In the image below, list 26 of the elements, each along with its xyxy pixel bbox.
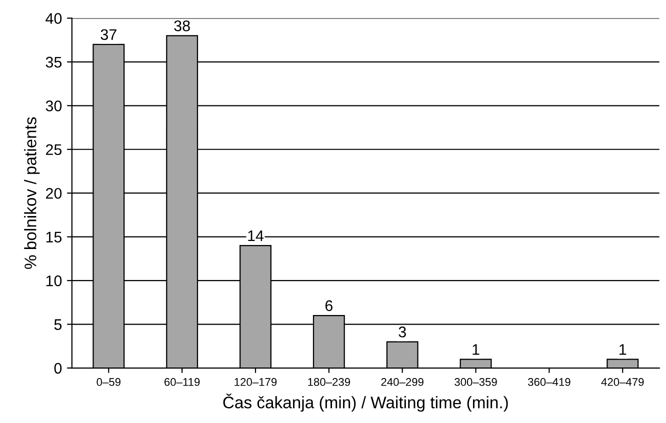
x-tick-label: 420–479 bbox=[601, 378, 644, 386]
y-tick-label: 0 bbox=[54, 362, 62, 374]
data-label: 1 bbox=[620, 344, 626, 355]
x-tick-label: 360–419 bbox=[528, 378, 570, 386]
data-label: 37 bbox=[100, 29, 116, 40]
data-label: 38 bbox=[174, 20, 190, 32]
y-tick-label: 40 bbox=[46, 13, 62, 24]
y-tick-label: 30 bbox=[46, 100, 62, 112]
data-label: 14 bbox=[248, 230, 264, 242]
x-tick-label: 120–179 bbox=[234, 378, 277, 386]
y-tick-label: 20 bbox=[46, 188, 62, 199]
y-tick-label: 5 bbox=[54, 319, 62, 330]
data-label: 3 bbox=[398, 326, 406, 338]
y-tick-label: 10 bbox=[46, 275, 62, 286]
data-label: 6 bbox=[325, 300, 332, 312]
x-axis-title: Čas čakanja (min) / Waiting time (min.) bbox=[223, 394, 508, 412]
y-tick-label: 35 bbox=[46, 56, 62, 68]
y-axis-title: % bolnikov / patients bbox=[24, 117, 40, 269]
x-tick-label: 60–119 bbox=[164, 378, 200, 386]
x-tick-label: 300–359 bbox=[454, 378, 497, 386]
x-tick-label: 180–239 bbox=[308, 378, 350, 386]
y-tick-label: 25 bbox=[46, 144, 62, 156]
y-tick-label: 15 bbox=[46, 232, 62, 243]
data-label: 1 bbox=[472, 344, 480, 355]
x-tick-label: 0–59 bbox=[96, 378, 120, 386]
x-tick-label: 240–299 bbox=[381, 378, 424, 386]
